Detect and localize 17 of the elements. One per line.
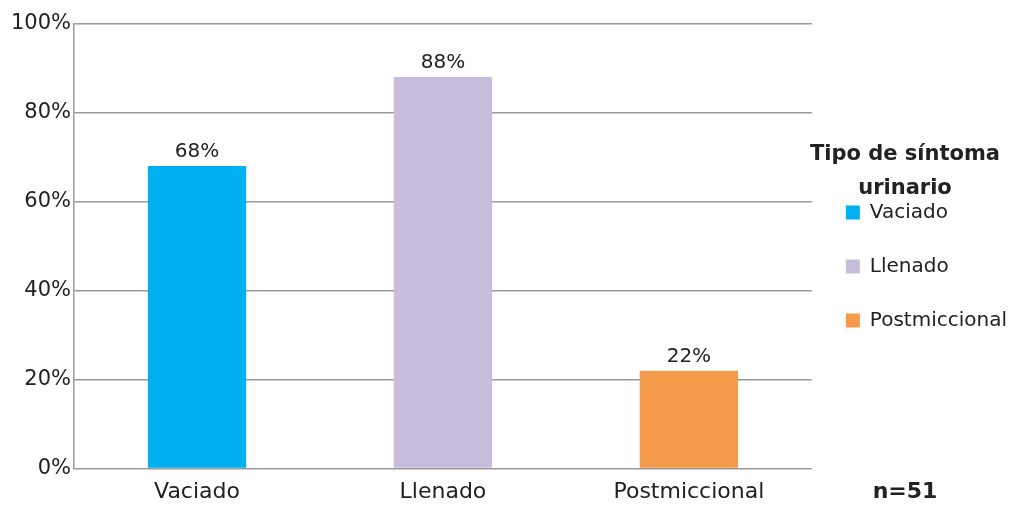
y-tick-label: 80% — [24, 99, 72, 124]
x-tick-label: Llenado — [399, 477, 487, 503]
data-label: 88% — [420, 49, 466, 74]
y-tick-label: 40% — [24, 277, 72, 302]
text: n=51 — [871, 478, 939, 503]
legend-label: Vaciado — [869, 198, 948, 223]
x-tick-label: Postmiccional — [613, 477, 765, 503]
x-tick-label: Vaciado — [154, 477, 240, 503]
y-tick-label: 60% — [24, 188, 72, 213]
y-tick-label: 20% — [24, 366, 72, 391]
legend-label: Llenado — [869, 252, 949, 277]
data-label: 22% — [666, 342, 712, 367]
y-tick-label: 100% — [10, 10, 72, 35]
data-label: 68% — [174, 138, 220, 163]
y-tick-label: 0% — [37, 455, 72, 480]
legend-label: Postmiccional — [869, 306, 1008, 331]
legend-title: Tipo de síntoma urinario — [808, 140, 1001, 201]
